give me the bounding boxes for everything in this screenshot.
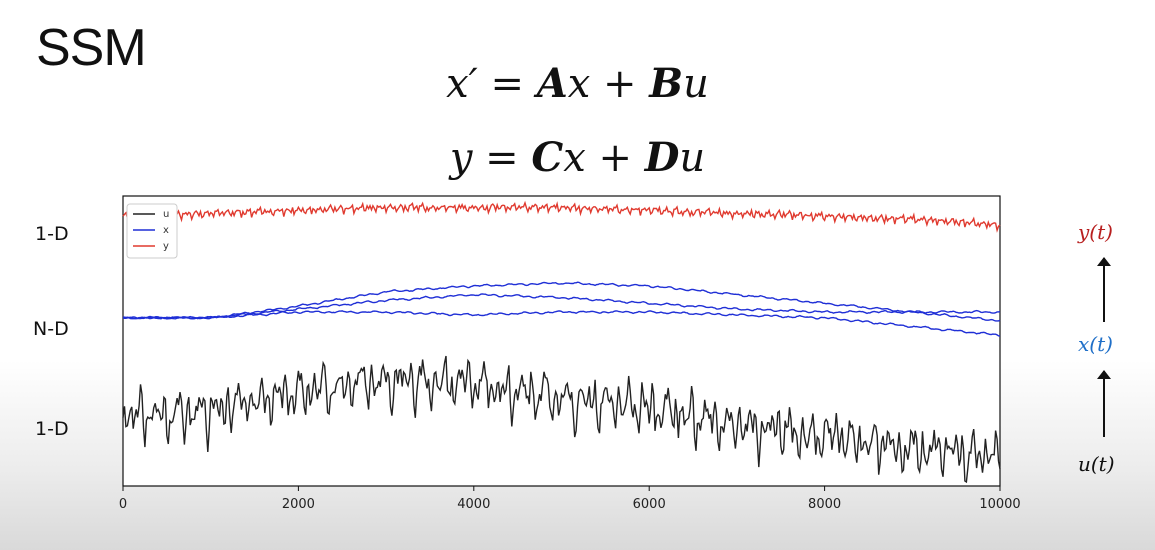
legend-label-u: u: [163, 209, 169, 220]
x-tick-label: 0: [119, 497, 127, 512]
signal-label-y: y(t): [1078, 220, 1113, 244]
row-label-bottom: 1-D: [35, 418, 69, 440]
series-line-u-4: [122, 355, 1001, 484]
series-line-y-0: [122, 200, 1001, 233]
slide-title: SSM: [36, 19, 147, 77]
row-label-top: 1-D: [35, 223, 69, 245]
eq2-matrix-c: C: [531, 134, 564, 181]
x-tick-label: 4000: [457, 497, 490, 512]
eq1-matrix-a: A: [536, 60, 568, 107]
eq2-lhs: y: [449, 135, 473, 181]
arrow-up-icon: [1097, 257, 1111, 322]
legend-label-x: x: [163, 225, 169, 236]
eq1-equals: =: [477, 61, 537, 107]
series-line-x-1: [122, 281, 1001, 322]
x-tick-label: 10000: [979, 497, 1020, 512]
legend-label-y: y: [163, 241, 169, 252]
series-line-x-2: [122, 293, 1001, 320]
arrow-up-icon: [1097, 370, 1111, 437]
eq2-u: u: [679, 135, 706, 181]
eq1-lhs: x′: [446, 61, 478, 107]
equation-output: y = Cx + Du: [0, 134, 1155, 181]
equation-state: x′ = Ax + Bu: [0, 60, 1155, 107]
eq2-x: x: [563, 135, 586, 181]
x-tick-label: 6000: [633, 497, 666, 512]
plot-area: [122, 195, 1001, 487]
eq1-x: x: [567, 61, 591, 107]
eq2-plus: +: [585, 135, 645, 181]
x-tick-label: 2000: [282, 497, 315, 512]
series-line-x-3: [122, 310, 1001, 337]
eq2-matrix-d: D: [644, 134, 680, 181]
eq2-equals: =: [472, 135, 532, 181]
row-label-middle: N-D: [33, 318, 69, 340]
signal-label-x: x(t): [1078, 332, 1113, 356]
eq1-u: u: [683, 61, 709, 107]
legend-box: [126, 203, 178, 259]
eq1-plus: +: [590, 61, 650, 107]
eq1-matrix-b: B: [649, 60, 684, 107]
signal-label-u: u(t): [1078, 452, 1115, 476]
x-tick-label: 8000: [808, 497, 841, 512]
